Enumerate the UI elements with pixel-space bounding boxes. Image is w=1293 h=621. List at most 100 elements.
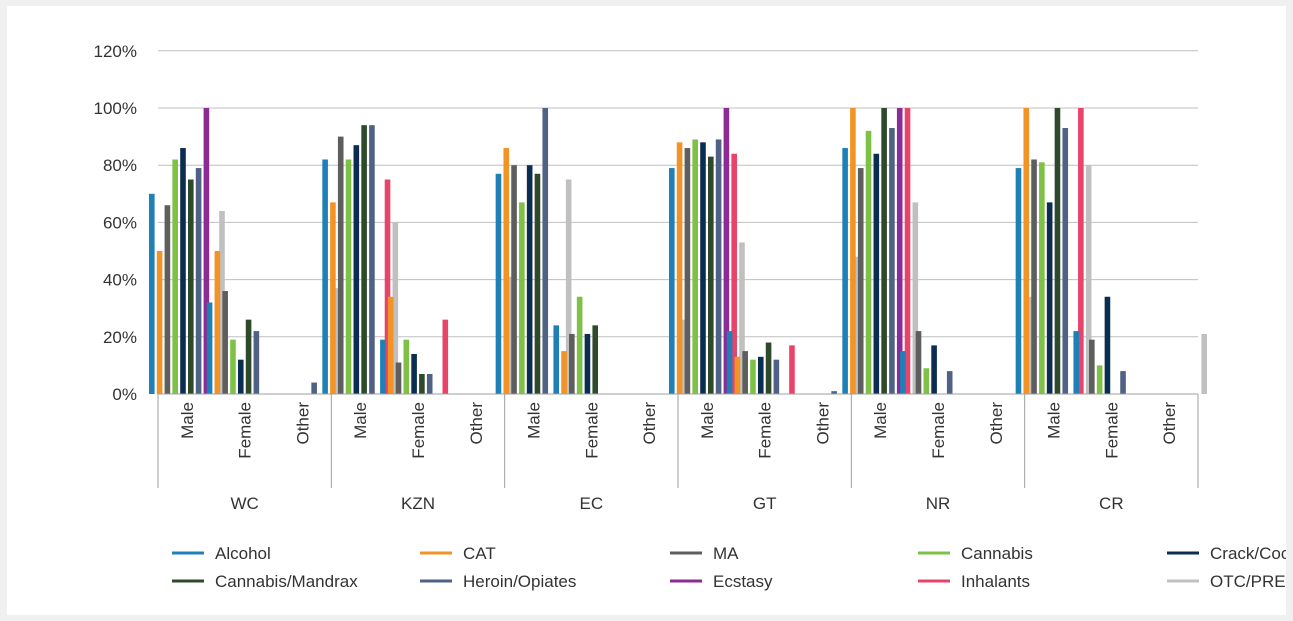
bar	[387, 296, 394, 394]
bar	[426, 373, 433, 394]
bar	[692, 139, 698, 394]
legend-label: OTC/PRE	[1210, 572, 1286, 591]
bar	[1039, 162, 1045, 394]
bar	[857, 168, 864, 394]
gender-label: Female	[582, 402, 601, 459]
gender-label: Male	[178, 402, 197, 439]
bar	[1104, 296, 1111, 394]
bar	[392, 222, 399, 394]
bar	[534, 173, 541, 394]
bar	[723, 108, 730, 394]
bar	[931, 345, 937, 394]
y-tick-label: 40%	[103, 271, 137, 290]
bar	[187, 179, 194, 394]
bar	[912, 202, 919, 394]
bar	[253, 331, 260, 394]
bar	[526, 165, 533, 394]
region-label: GT	[753, 494, 777, 513]
bar	[757, 356, 764, 394]
gender-label: Female	[929, 402, 948, 459]
y-tick-label: 0%	[112, 385, 137, 404]
gender-label: Other	[987, 402, 1006, 445]
bar	[1085, 165, 1092, 394]
legend-label: Alcohol	[215, 544, 271, 563]
bar	[707, 156, 714, 394]
legend-label: CAT	[463, 544, 496, 563]
bar	[900, 351, 906, 394]
legend: Alcohol CAT MA Cannabis Crack/Cocaine Cannabi…	[172, 544, 1286, 591]
bar	[395, 362, 402, 394]
region-label: EC	[580, 494, 604, 513]
region-label: CR	[1099, 494, 1124, 513]
bar	[345, 159, 352, 394]
bar	[592, 325, 599, 394]
bar	[384, 179, 391, 394]
gender-label: Male	[525, 402, 544, 439]
bar	[1078, 108, 1084, 394]
bar	[1062, 128, 1069, 394]
legend-label: Cannabis/Mandrax	[215, 572, 358, 591]
bar	[773, 359, 780, 394]
legend-label: Crack/Cocaine	[1210, 544, 1286, 563]
bar	[865, 130, 872, 394]
bar	[1028, 296, 1034, 394]
bar	[1096, 365, 1103, 394]
gender-label: Male	[351, 402, 370, 439]
bar	[881, 108, 887, 394]
y-tick-label: 100%	[94, 99, 137, 118]
gender-label: Other	[467, 402, 486, 445]
gender-label: Female	[756, 402, 775, 459]
bar	[164, 205, 171, 394]
bar	[561, 351, 567, 394]
bar	[889, 128, 895, 394]
bar	[731, 153, 737, 394]
gender-label: Other	[1160, 402, 1179, 445]
gender-label: Other	[813, 402, 832, 445]
gender-label: Male	[698, 402, 717, 439]
bar	[1046, 202, 1053, 394]
bar	[569, 333, 575, 394]
bar	[923, 368, 930, 394]
y-tick-label: 60%	[103, 213, 137, 232]
region-label: KZN	[401, 494, 435, 513]
bar	[915, 331, 922, 394]
bar	[831, 391, 837, 394]
bar	[411, 353, 417, 394]
legend-label: Ecstasy	[713, 572, 773, 591]
bar	[726, 331, 733, 394]
bar	[676, 142, 683, 394]
bar	[742, 351, 748, 394]
bar	[684, 148, 691, 394]
bar	[222, 291, 228, 394]
bar	[353, 145, 360, 394]
bar	[542, 108, 549, 394]
bar	[854, 256, 861, 394]
bar	[172, 159, 178, 394]
bar	[245, 319, 252, 394]
x-axis	[157, 393, 1199, 488]
bar	[195, 168, 202, 394]
bar	[750, 359, 756, 394]
bar	[311, 382, 317, 394]
bar	[1089, 339, 1095, 394]
bar	[237, 359, 244, 394]
x-axis-labels: Male Female Other WC Male Female Other KZN Male F…	[178, 402, 1179, 513]
region-label: WC	[231, 494, 259, 513]
y-axis-labels: 0% 20% 40% 60% 80% 100% 120%	[94, 42, 137, 404]
bar	[442, 319, 449, 394]
bar	[380, 339, 386, 394]
bar	[322, 159, 328, 394]
y-tick-label: 120%	[94, 42, 137, 61]
bar	[946, 371, 953, 394]
bar	[511, 165, 517, 394]
gender-label: Male	[871, 402, 890, 439]
legend-label: Inhalants	[961, 572, 1030, 591]
bar	[403, 339, 410, 394]
bar	[715, 139, 722, 394]
gender-label: Female	[1102, 402, 1121, 459]
bar	[734, 356, 741, 394]
bar	[230, 339, 236, 394]
bar	[503, 148, 510, 394]
bar	[334, 288, 341, 394]
bar	[765, 342, 772, 394]
